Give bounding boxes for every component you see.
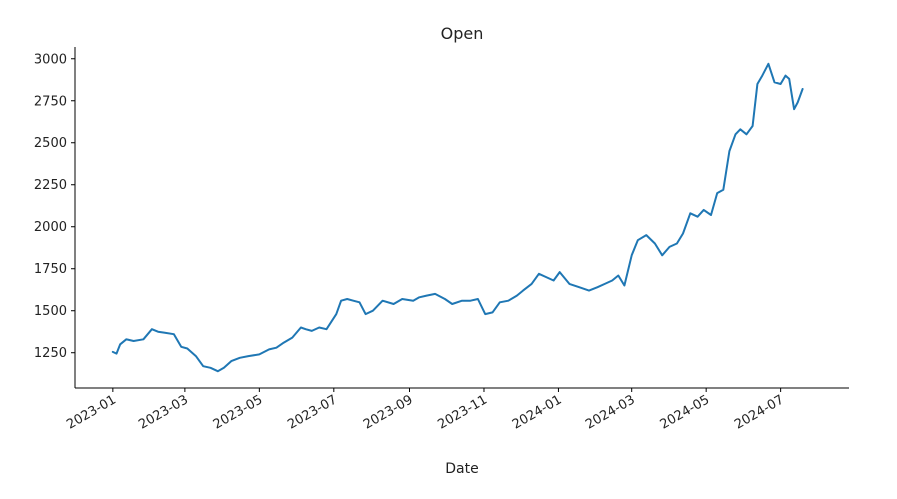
y-tick-label: 2500 xyxy=(34,136,67,151)
plot-area: 1250 1500 1750 2000 2250 2500 2750 3000 2023-01 2… xyxy=(34,47,849,433)
x-axis-label: Date xyxy=(445,461,478,477)
series-line-0 xyxy=(111,62,804,373)
y-tick-label: 1500 xyxy=(34,304,67,319)
y-tick-label: 2250 xyxy=(34,178,67,193)
x-tick-label: 2023-07 xyxy=(285,392,340,432)
y-tick-label: 3000 xyxy=(34,52,67,67)
x-tick-label: 2023-01 xyxy=(64,392,119,432)
y-tick-label: 2000 xyxy=(34,220,67,235)
x-tick-label: 2023-05 xyxy=(211,392,266,432)
x-tick-label: 2024-03 xyxy=(583,392,638,432)
y-tick-label: 1750 xyxy=(34,262,67,277)
x-tick-label: 2023-03 xyxy=(136,392,191,432)
chart-title: Open xyxy=(441,24,484,43)
x-tick-label: 2023-09 xyxy=(361,392,416,432)
y-tick-label: 2750 xyxy=(34,94,67,109)
x-tick-label: 2023-11 xyxy=(435,392,490,432)
x-tick-label: 2024-01 xyxy=(510,392,565,432)
y-tick-label: 1250 xyxy=(34,346,67,361)
x-tick-label: 2024-05 xyxy=(658,392,713,432)
x-tick-label: 2024-07 xyxy=(732,392,787,432)
